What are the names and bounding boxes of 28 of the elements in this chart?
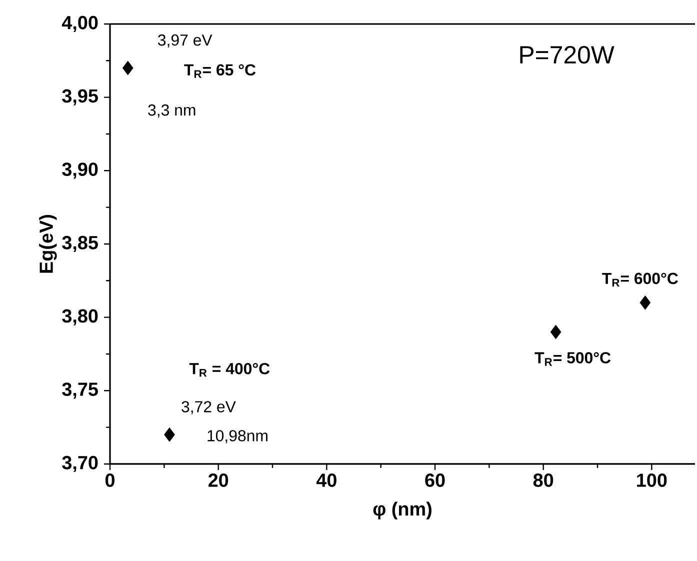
annotation: T$_{R}$= 65 °C <box>184 64 256 78</box>
annotation: T$_{R}$ = 400°C <box>189 362 270 377</box>
point <box>640 295 651 310</box>
annotation: T$_{R}$= 600°C <box>602 272 678 287</box>
annotation: 3,72 eV <box>182 401 236 414</box>
x-axis-title: φ (nm) <box>373 502 432 520</box>
x-tick-label: 20 <box>208 474 228 487</box>
x-tick-label: 60 <box>425 474 445 487</box>
annotation: 10,98nm <box>208 430 268 444</box>
point <box>550 324 562 340</box>
x-tick-label: 40 <box>316 474 336 487</box>
y-tick-label: 3,75 <box>62 382 98 399</box>
y-tick-label: 4,00 <box>62 16 98 32</box>
annotation: P=720W <box>520 46 614 64</box>
y-tick-label: 3,95 <box>62 89 98 106</box>
y-axis-title: Eg(eV) <box>39 214 57 273</box>
annotation: 3,97 eV <box>158 34 212 48</box>
y-tick-label: 3,70 <box>62 456 98 472</box>
y-tick-label: 3,80 <box>62 309 98 326</box>
y-tick-label: 3,85 <box>62 236 98 252</box>
annotation: 3,3 nm <box>148 104 196 118</box>
x-tick-label: 0 <box>105 474 114 487</box>
x-tick-label: 100 <box>637 474 667 487</box>
y-tick-label: 3,90 <box>62 162 98 179</box>
point <box>164 427 175 442</box>
annotation: T$_{R}$= 500°C <box>534 352 611 366</box>
x-tick-label: 80 <box>533 474 554 487</box>
point <box>122 60 134 76</box>
